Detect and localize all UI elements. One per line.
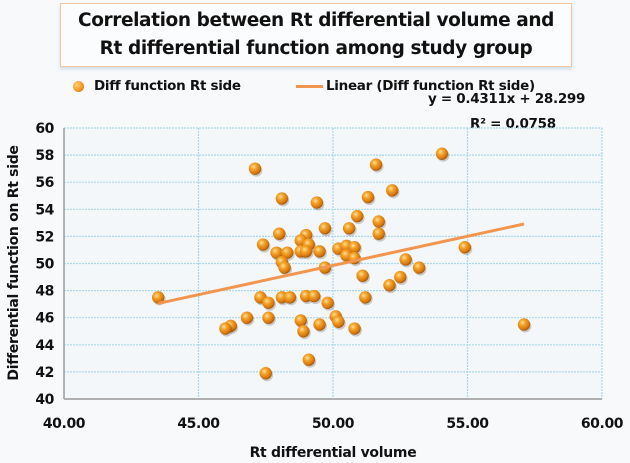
data-point: [256, 238, 271, 253]
data-point: [458, 241, 473, 256]
data-point: [310, 196, 325, 211]
data-point: [240, 311, 255, 326]
data-point: [275, 192, 290, 207]
data-point: [356, 269, 370, 284]
data-point: [394, 270, 408, 286]
data-point: [517, 318, 532, 333]
y-tick-labels: 40 42 44 46 48 50 52 54 56 58 60: [35, 121, 55, 408]
data-point: [313, 245, 327, 260]
y-tick-label: 48: [35, 284, 54, 300]
data-point: [348, 322, 362, 337]
data-point: [278, 261, 292, 276]
y-axis-title: Differential function on Rt side: [6, 145, 22, 380]
data-point: [313, 318, 327, 333]
data-point: [361, 190, 376, 206]
data-point: [383, 278, 397, 294]
trendline: [157, 222, 525, 305]
data-point: [321, 296, 336, 311]
trendline-equation: y = 0.4311x + 28.299: [428, 91, 586, 107]
data-point: [248, 162, 263, 177]
data-point: [385, 184, 400, 199]
y-tick-label: 54: [35, 202, 54, 218]
data-point: [399, 253, 414, 268]
marker-dot-icon: [73, 80, 84, 92]
y-tick-label: 52: [35, 229, 54, 245]
y-tick-label: 44: [35, 338, 54, 354]
data-point: [219, 322, 233, 337]
chart-title: Correlation between Rt differential volu…: [60, 3, 572, 67]
data-point: [372, 215, 387, 230]
x-tick-label: 50.00: [312, 416, 355, 432]
y-tick-label: 50: [35, 257, 54, 273]
legend-item-trendline: Linear (Diff function Rt side): [296, 78, 535, 94]
data-point: [351, 209, 365, 225]
y-tick-label: 60: [35, 121, 54, 137]
legend-item-series: Diff function Rt side: [73, 78, 241, 94]
y-tick-label: 42: [35, 365, 54, 381]
x-tick-label: 45.00: [177, 416, 220, 432]
data-point: [262, 311, 276, 326]
y-tick-label: 56: [35, 175, 54, 191]
x-tick-label: 60.00: [581, 416, 624, 432]
data-point: [412, 261, 427, 276]
data-point: [283, 291, 298, 306]
data-point: [259, 367, 274, 382]
y-tick-label: 40: [35, 392, 54, 408]
data-point: [359, 291, 373, 306]
y-tick-label: 58: [35, 148, 54, 164]
legend-trendline-label: Linear (Diff function Rt side): [326, 78, 535, 94]
x-axis-title: Rt differential volume: [250, 445, 417, 461]
data-point: [302, 353, 317, 368]
data-point: [299, 245, 314, 260]
gridlines: [64, 127, 603, 399]
data-point: [372, 227, 387, 242]
data-point: [332, 315, 346, 330]
data-point: [342, 222, 357, 237]
x-tick-label: 40.00: [43, 416, 86, 432]
line-swatch-icon: [296, 84, 323, 88]
data-point: [369, 158, 384, 173]
legend-series-label: Diff function Rt side: [94, 78, 241, 94]
data-point: [318, 222, 333, 237]
data-point: [273, 227, 287, 242]
x-tick-label: 55.00: [446, 416, 489, 432]
data-point: [307, 289, 322, 305]
legend: Diff function Rt side Linear (Diff funct…: [0, 78, 630, 102]
data-point: [435, 147, 450, 162]
y-tick-label: 46: [35, 311, 54, 327]
data-point: [348, 241, 362, 256]
x-tick-labels: 40.00 45.00 50.00 55.00 60.00: [43, 416, 624, 432]
data-points: [151, 147, 532, 382]
data-point: [297, 325, 311, 340]
data-point: [262, 296, 276, 311]
